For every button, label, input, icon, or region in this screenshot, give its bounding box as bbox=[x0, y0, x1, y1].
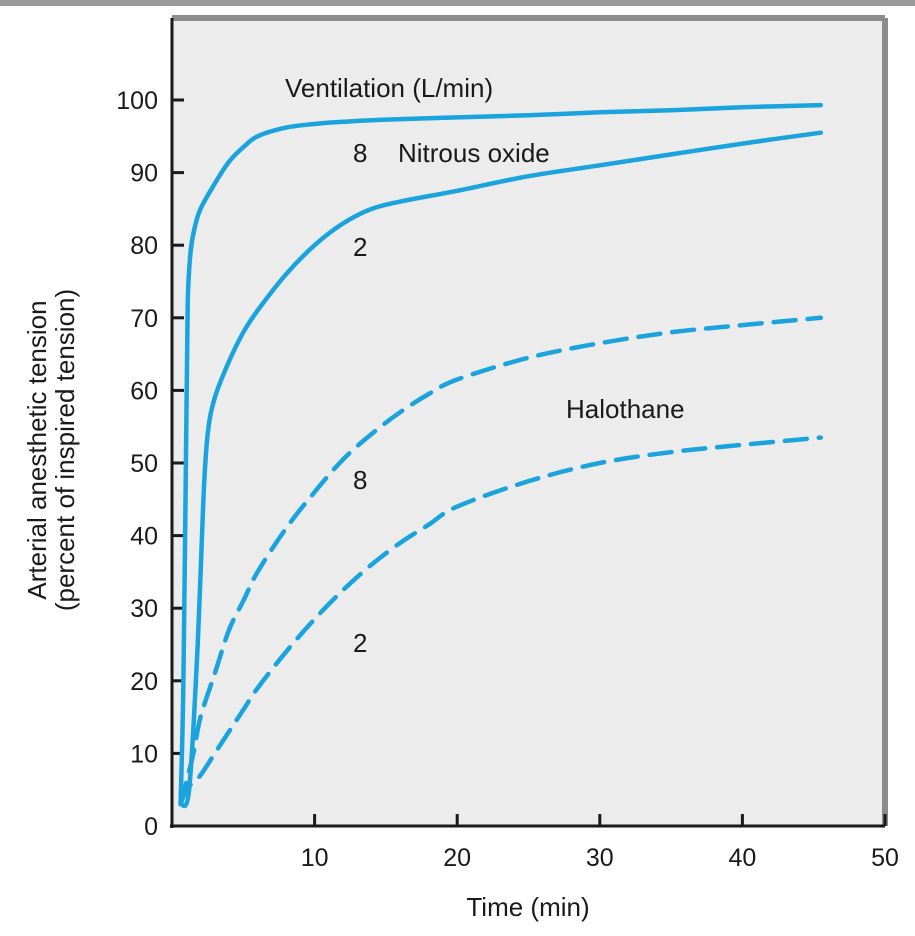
y-tick-label-90: 90 bbox=[130, 160, 158, 188]
y-tick-label-70: 70 bbox=[130, 305, 158, 333]
y-axis-title-line1: Arterial anesthetic tension bbox=[22, 300, 52, 599]
y-tick-label-80: 80 bbox=[130, 232, 158, 260]
nitrous-oxide-label: Nitrous oxide bbox=[398, 138, 550, 168]
series-line-hal-2 bbox=[178, 435, 824, 807]
halothane-8-label: 8 bbox=[353, 465, 367, 495]
x-tick-label-10: 10 bbox=[301, 844, 329, 872]
x-tick-label-30: 30 bbox=[586, 844, 614, 872]
x-tick-label-50: 50 bbox=[871, 844, 899, 872]
y-axis-title-line2: (percent of inspired tension) bbox=[50, 289, 80, 611]
top-border bbox=[0, 0, 915, 6]
y-tick-label-100: 100 bbox=[116, 87, 158, 115]
nitrous-8-label: 8 bbox=[353, 138, 367, 168]
y-tick-label-40: 40 bbox=[130, 523, 158, 551]
y-tick-label-50: 50 bbox=[130, 450, 158, 478]
x-axis-title: Time (min) bbox=[466, 892, 589, 922]
y-tick-label-10: 10 bbox=[130, 740, 158, 768]
nitrous-2-label: 2 bbox=[353, 232, 367, 262]
x-tick-label-20: 20 bbox=[443, 844, 471, 872]
halothane-2-label: 2 bbox=[353, 628, 367, 658]
series-line-n2o-2 bbox=[178, 130, 824, 809]
y-tick-label-0: 0 bbox=[144, 813, 158, 841]
plot-background bbox=[172, 18, 885, 826]
halothane-label: Halothane bbox=[566, 394, 685, 424]
y-tick-label-30: 30 bbox=[130, 595, 158, 623]
y-tick-label-60: 60 bbox=[130, 377, 158, 405]
series-line-hal-8 bbox=[178, 315, 824, 807]
y-tick-label-20: 20 bbox=[130, 668, 158, 696]
x-tick-label-40: 40 bbox=[728, 844, 756, 872]
series-line-n2o-8 bbox=[178, 102, 824, 807]
legend-title: Ventilation (L/min) bbox=[285, 73, 493, 103]
